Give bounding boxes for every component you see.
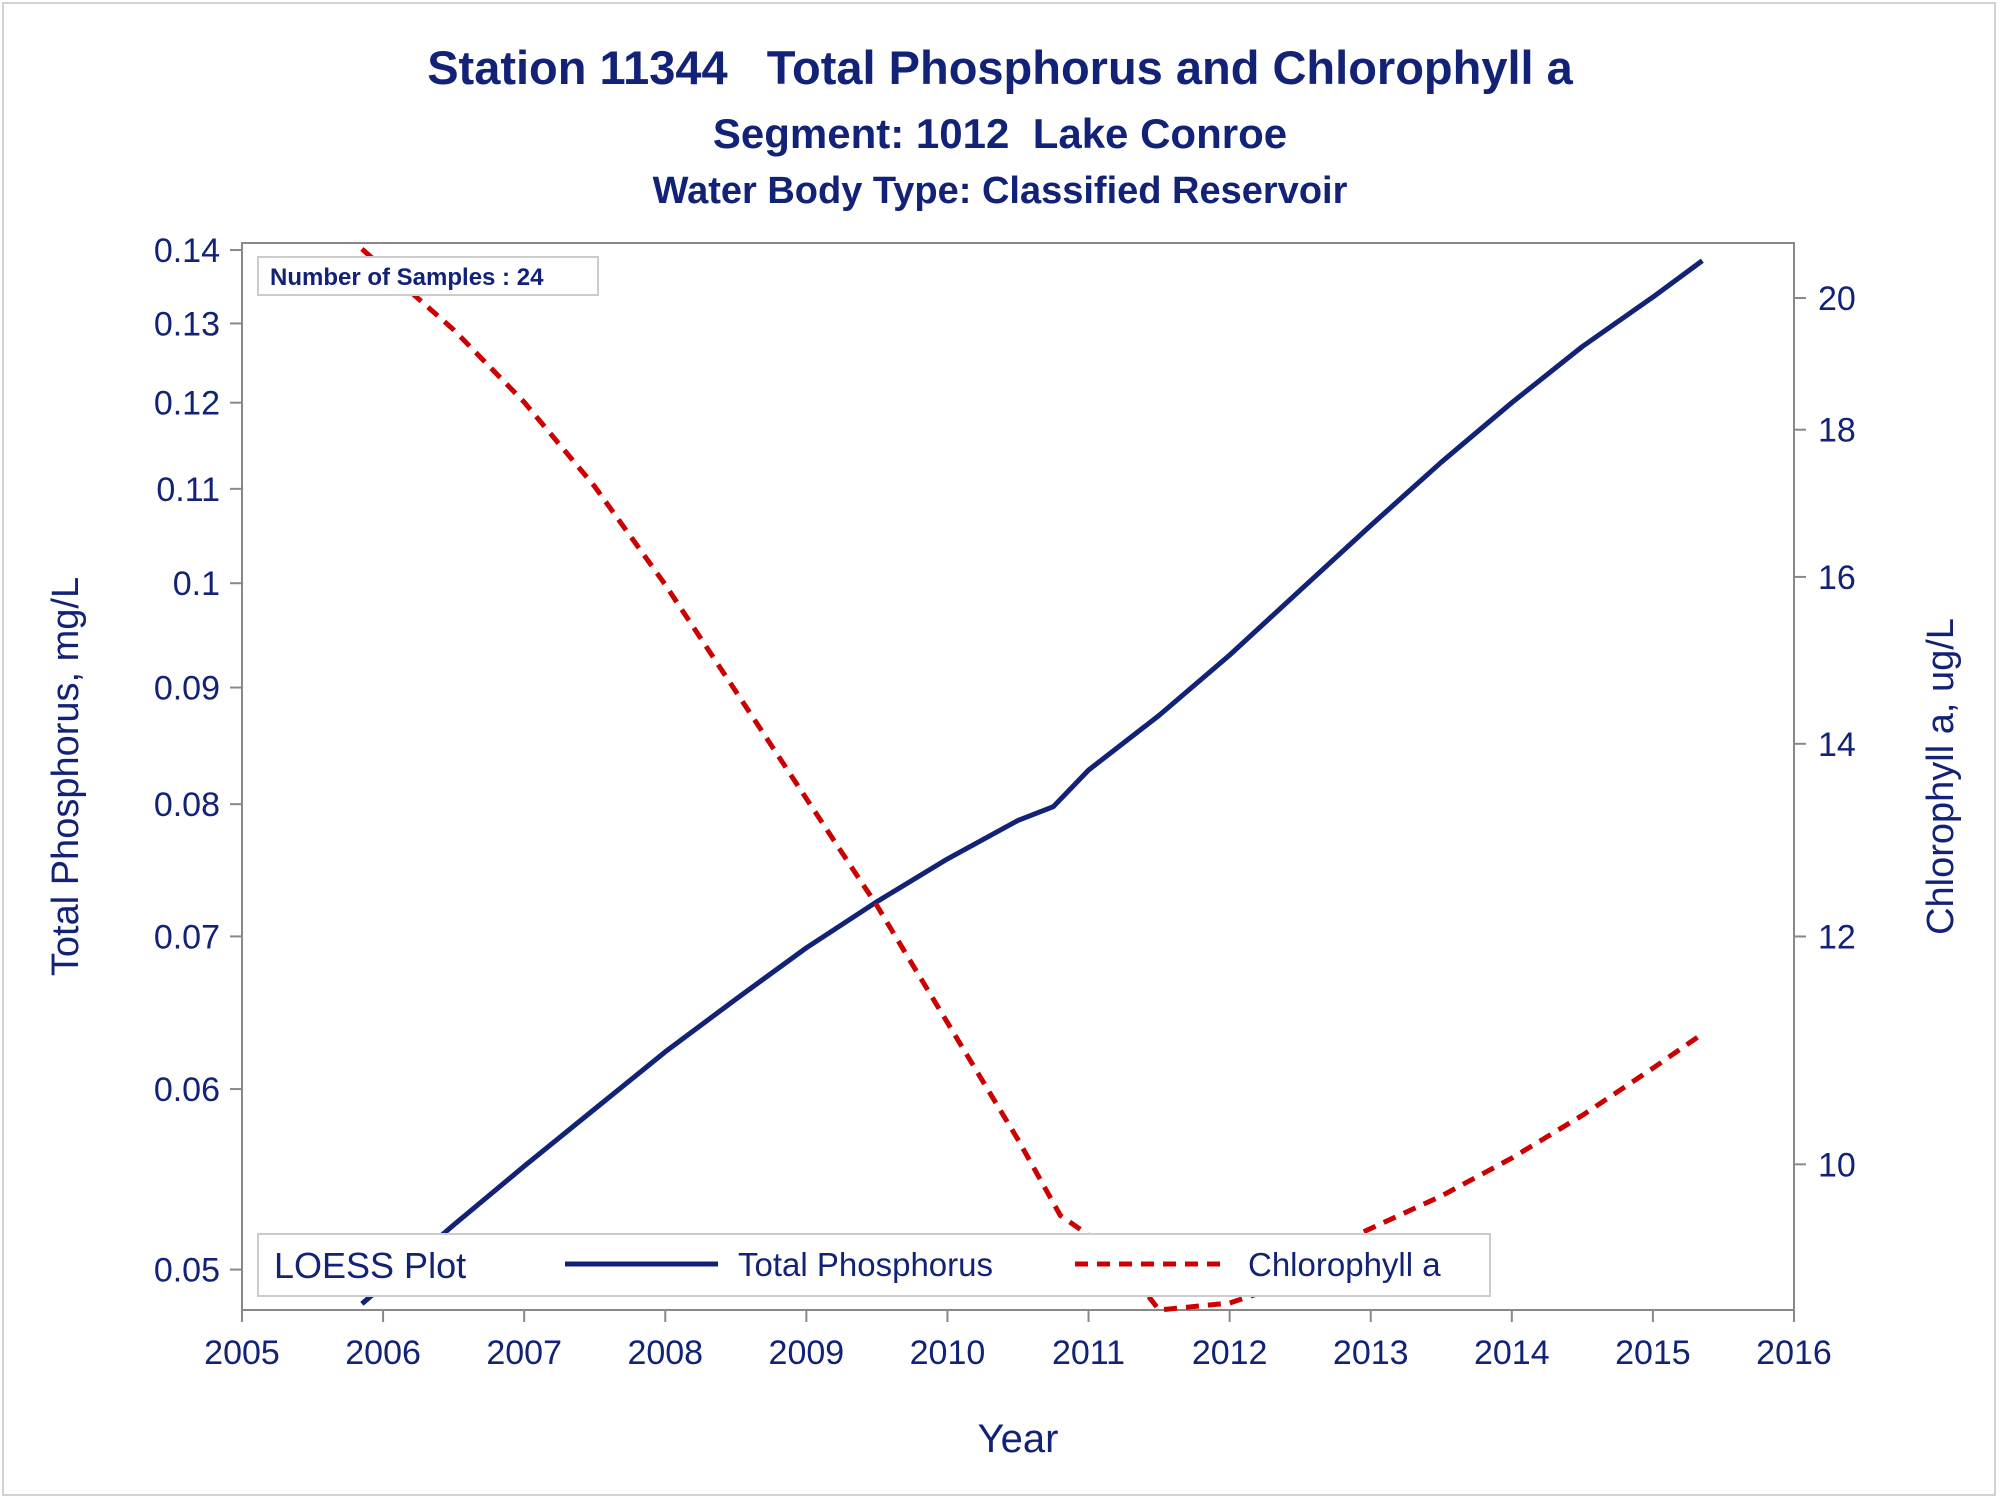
sample-count-inset: Number of Samples : 24 xyxy=(257,256,599,296)
y-tick-label: 0.09 xyxy=(154,670,220,708)
x-tick-label: 2010 xyxy=(910,1334,986,1372)
x-tick-label: 2015 xyxy=(1615,1334,1691,1372)
y-tick-label: 0.07 xyxy=(154,918,220,956)
y-tick-label: 0.06 xyxy=(154,1071,220,1109)
legend-label-chlorophyll-a: Chlorophyll a xyxy=(1248,1246,1441,1283)
y2-tick-label: 12 xyxy=(1818,918,1856,956)
legend-label-total-phosphorus: Total Phosphorus xyxy=(738,1246,993,1283)
chart-subtitle-segment: Segment: 1012 Lake Conroe xyxy=(712,110,1288,157)
plot-area xyxy=(241,242,1795,1311)
y-axis-left: 0.05 0.06 0.07 0.08 0.09 0.1 0.11 0.12 0.13 0.14 xyxy=(154,232,242,1290)
y-axis-right: 10 12 14 16 18 20 xyxy=(1794,280,1856,1184)
y2-tick-label: 14 xyxy=(1818,726,1856,764)
chart-title: Station 11344 Total Phosphorus and Chlor… xyxy=(427,41,1573,94)
series-line-chlorophyll-a xyxy=(360,247,1704,1313)
x-tick-label: 2016 xyxy=(1756,1334,1832,1372)
y-tick-label: 0.11 xyxy=(156,471,220,509)
y2-tick-label: 18 xyxy=(1818,412,1856,450)
x-tick-label: 2009 xyxy=(769,1334,845,1372)
x-tick-label: 2005 xyxy=(204,1334,280,1372)
y2-tick-label: 10 xyxy=(1818,1146,1856,1184)
x-tick-label: 2012 xyxy=(1192,1334,1268,1372)
sample-count-box xyxy=(257,256,599,296)
x-tick-label: 2011 xyxy=(1052,1334,1125,1372)
x-tick-label: 2014 xyxy=(1474,1334,1550,1372)
legend-title: LOESS Plot xyxy=(274,1245,466,1286)
sample-count-text: Number of Samples : 24 xyxy=(270,264,544,291)
y-tick-label: 0.12 xyxy=(154,385,220,423)
legend: LOESS Plot Total Phosphorus Chlorophyll … xyxy=(257,1233,1491,1297)
series-line-total-phosphorus xyxy=(360,258,1704,1306)
x-tick-label: 2013 xyxy=(1333,1334,1409,1372)
y-tick-label: 0.1 xyxy=(173,565,220,603)
y2-tick-label: 20 xyxy=(1818,280,1856,318)
legend-box xyxy=(257,1233,1491,1297)
x-tick-label: 2006 xyxy=(345,1334,421,1372)
y-tick-label: 0.08 xyxy=(154,786,220,824)
series-layer xyxy=(360,247,1704,1313)
y-tick-label: 0.13 xyxy=(154,305,220,343)
y2-tick-label: 16 xyxy=(1818,559,1856,597)
x-tick-label: 2008 xyxy=(627,1334,703,1372)
x-axis: 2005 2006 2007 2008 2009 2010 2011 2012 2013 2014… xyxy=(204,1310,1832,1372)
y-tick-label: 0.05 xyxy=(154,1252,220,1290)
y-axis-left-label: Total Phosphorus, mg/L xyxy=(45,577,87,976)
y-tick-label: 0.14 xyxy=(154,232,220,270)
y-axis-right-label: Chlorophyll a, ug/L xyxy=(1920,618,1962,935)
x-tick-label: 2007 xyxy=(486,1334,562,1372)
chart-subtitle-waterbody: Water Body Type: Classified Reservoir xyxy=(652,170,1348,212)
x-axis-label: Year xyxy=(978,1417,1059,1461)
